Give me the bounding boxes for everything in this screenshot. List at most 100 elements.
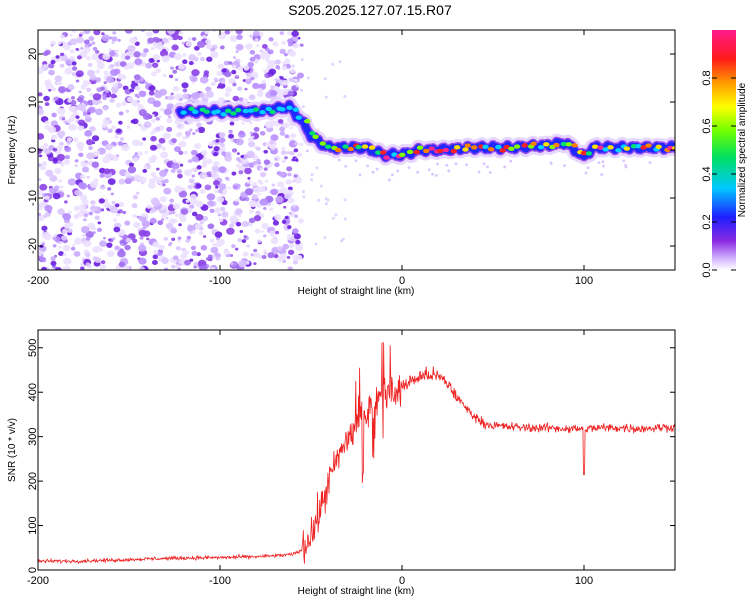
noise-blob xyxy=(231,69,237,75)
noise-blob xyxy=(324,95,328,99)
noise-blob xyxy=(118,178,126,185)
noise-blob xyxy=(67,178,77,186)
noise-blob xyxy=(190,245,197,251)
noise-blob xyxy=(109,206,119,214)
noise-blob xyxy=(279,31,284,35)
spectrogram-x-tick-label: -200 xyxy=(27,275,49,287)
noise-blob xyxy=(102,96,107,101)
noise-blob xyxy=(210,50,219,58)
noise-blob xyxy=(150,135,157,142)
noise-blob xyxy=(166,126,173,133)
noise-blob xyxy=(197,126,206,134)
noise-blob xyxy=(221,211,229,218)
noise-blob xyxy=(281,79,289,86)
ridge-core-blob xyxy=(225,108,232,114)
noise-blob xyxy=(264,121,274,129)
noise-blob xyxy=(158,41,163,46)
noise-blob xyxy=(172,69,178,74)
noise-blob xyxy=(292,228,299,234)
ridge-scatter xyxy=(337,158,341,162)
noise-blob xyxy=(302,195,306,199)
noise-blob xyxy=(275,195,284,204)
noise-blob xyxy=(159,195,167,203)
noise-blob xyxy=(45,169,54,177)
noise-blob xyxy=(197,52,202,56)
ridge-core-blob xyxy=(214,109,221,114)
noise-blob xyxy=(226,227,235,235)
noise-blob xyxy=(191,69,200,77)
noise-blob xyxy=(103,202,111,209)
noise-blob xyxy=(248,94,256,101)
ridge-core-blob xyxy=(453,145,461,150)
noise-blob xyxy=(283,52,288,57)
snr-y-axis-title: SNR (10 * v/v) xyxy=(7,418,18,482)
noise-blob xyxy=(139,266,145,270)
noise-blob xyxy=(191,92,200,100)
noise-blob xyxy=(177,239,181,243)
noise-blob xyxy=(73,214,80,220)
noise-blob xyxy=(254,228,261,234)
noise-blob xyxy=(134,58,143,65)
noise-blob xyxy=(41,266,47,270)
ridge-core-blob xyxy=(383,155,390,160)
noise-blob xyxy=(220,79,226,84)
noise-blob xyxy=(205,257,210,261)
noise-blob xyxy=(152,30,160,34)
noise-blob xyxy=(89,180,99,189)
noise-blob xyxy=(263,249,267,253)
noise-blob xyxy=(63,120,67,124)
noise-blob xyxy=(171,237,176,241)
ridge-core-blob xyxy=(399,152,406,157)
noise-blob xyxy=(102,156,111,164)
noise-blob xyxy=(275,80,279,84)
noise-blob xyxy=(241,220,249,228)
noise-blob xyxy=(87,63,93,67)
noise-blob xyxy=(115,212,120,217)
noise-blob xyxy=(248,152,256,159)
noise-blob xyxy=(84,130,93,137)
noise-blob xyxy=(44,195,50,200)
noise-blob xyxy=(98,100,102,104)
snr-panel: -200 -100 0 100 0 100 200 300 400 500 Height of s… xyxy=(7,329,676,597)
noise-blob xyxy=(225,176,229,180)
noise-blob xyxy=(85,236,91,241)
ridge-scatter xyxy=(486,165,489,169)
spectrogram-y-axis-title: Frequency (Hz) xyxy=(7,116,18,185)
noise-blob xyxy=(238,170,244,175)
noise-blob xyxy=(224,92,230,97)
noise-blob xyxy=(85,262,91,267)
ridge-core-blob xyxy=(375,150,382,155)
noise-blob xyxy=(138,215,147,222)
noise-blob xyxy=(38,178,42,182)
noise-blob xyxy=(208,141,215,147)
snr-y-tick-label: 100 xyxy=(27,516,39,534)
noise-blob xyxy=(249,56,256,62)
noise-blob xyxy=(279,48,286,55)
noise-blob xyxy=(118,201,125,208)
noise-blob xyxy=(152,241,160,248)
noise-blob xyxy=(62,228,69,234)
noise-blob xyxy=(248,217,256,224)
noise-blob xyxy=(168,36,173,41)
noise-blob xyxy=(190,167,196,172)
noise-blob xyxy=(255,146,261,151)
noise-blob xyxy=(232,64,237,69)
noise-blob xyxy=(101,32,105,36)
noise-blob xyxy=(235,163,241,168)
ridge-scatter xyxy=(354,159,358,163)
noise-blob xyxy=(70,105,79,113)
noise-blob xyxy=(216,196,225,203)
noise-blob xyxy=(282,243,290,250)
noise-blob xyxy=(331,62,335,66)
noise-blob xyxy=(132,238,138,244)
noise-blob xyxy=(57,107,66,115)
ridge-scatter xyxy=(509,159,513,163)
noise-blob xyxy=(199,76,209,84)
noise-blob xyxy=(299,142,304,147)
noise-blob xyxy=(196,40,206,48)
noise-blob xyxy=(287,197,295,204)
noise-blob xyxy=(270,145,276,150)
noise-blob xyxy=(158,44,165,51)
noise-blob xyxy=(297,36,301,40)
noise-blob xyxy=(67,83,75,90)
